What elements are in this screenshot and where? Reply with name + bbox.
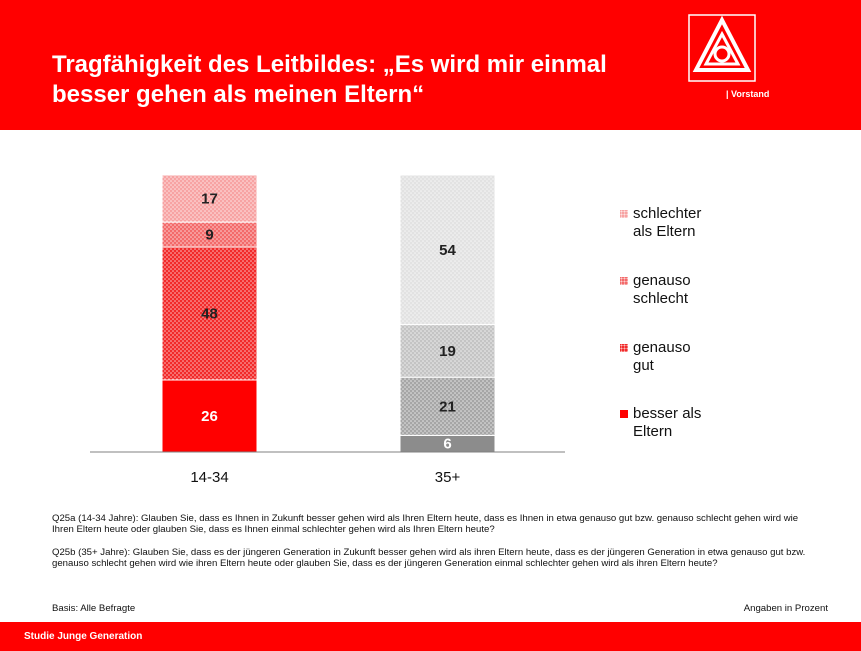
legend-swatch	[620, 210, 628, 218]
footer-text: Studie Junge Generation	[24, 631, 143, 642]
header-band: Tragfähigkeit des Leitbildes: „Es wird m…	[0, 0, 861, 130]
data-label: 54	[439, 242, 456, 259]
bar-segment	[399, 376, 496, 436]
basis-note: Basis: Alle Befragte	[52, 603, 136, 614]
data-label: 19	[439, 343, 456, 360]
chart: 26 48 9 17 14-34 6 21 19 54 35+	[90, 174, 565, 486]
logo	[688, 14, 756, 82]
data-label: 48	[201, 305, 218, 322]
data-label: 26	[201, 408, 218, 425]
legend-label: besser als Eltern	[633, 405, 702, 440]
footer-band: Studie Junge Generation	[0, 622, 861, 651]
legend-entry: genauso schlecht	[620, 272, 710, 308]
legend-entry: besser als Eltern	[620, 405, 710, 441]
bar-segment	[399, 324, 496, 378]
legend-swatch	[620, 277, 628, 285]
bar-segment	[161, 174, 258, 223]
unit-note: Angaben in Prozent	[743, 603, 828, 614]
bar-segment	[161, 221, 258, 248]
logo-caption: | Vorstand	[726, 89, 770, 99]
bar-segment	[399, 174, 496, 326]
x-tick-label: 14-34	[190, 469, 228, 486]
legend-label: genauso gut	[633, 339, 691, 374]
legend-label: genauso schlecht	[633, 272, 691, 307]
bar-segment	[161, 246, 258, 381]
data-label: 17	[201, 191, 218, 208]
footnote: Q25b (35+ Jahre): Glauben Sie, dass es d…	[52, 547, 806, 569]
bar-segment	[161, 379, 258, 453]
x-tick-label: 35+	[435, 469, 461, 486]
footnote: Q25a (14-34 Jahre): Glauben Sie, dass es…	[52, 513, 799, 535]
data-label: 9	[205, 227, 213, 244]
data-label: 6	[443, 436, 451, 453]
legend-swatch	[620, 344, 628, 352]
legend-label: schlechter als Eltern	[633, 205, 702, 240]
legend-entry: schlechter als Eltern	[620, 205, 710, 241]
slide-title: Tragfähigkeit des Leitbildes: „Es wird m…	[52, 51, 607, 108]
legend-entry: genauso gut	[620, 339, 710, 375]
data-label: 21	[439, 398, 456, 415]
legend-swatch	[620, 410, 628, 418]
